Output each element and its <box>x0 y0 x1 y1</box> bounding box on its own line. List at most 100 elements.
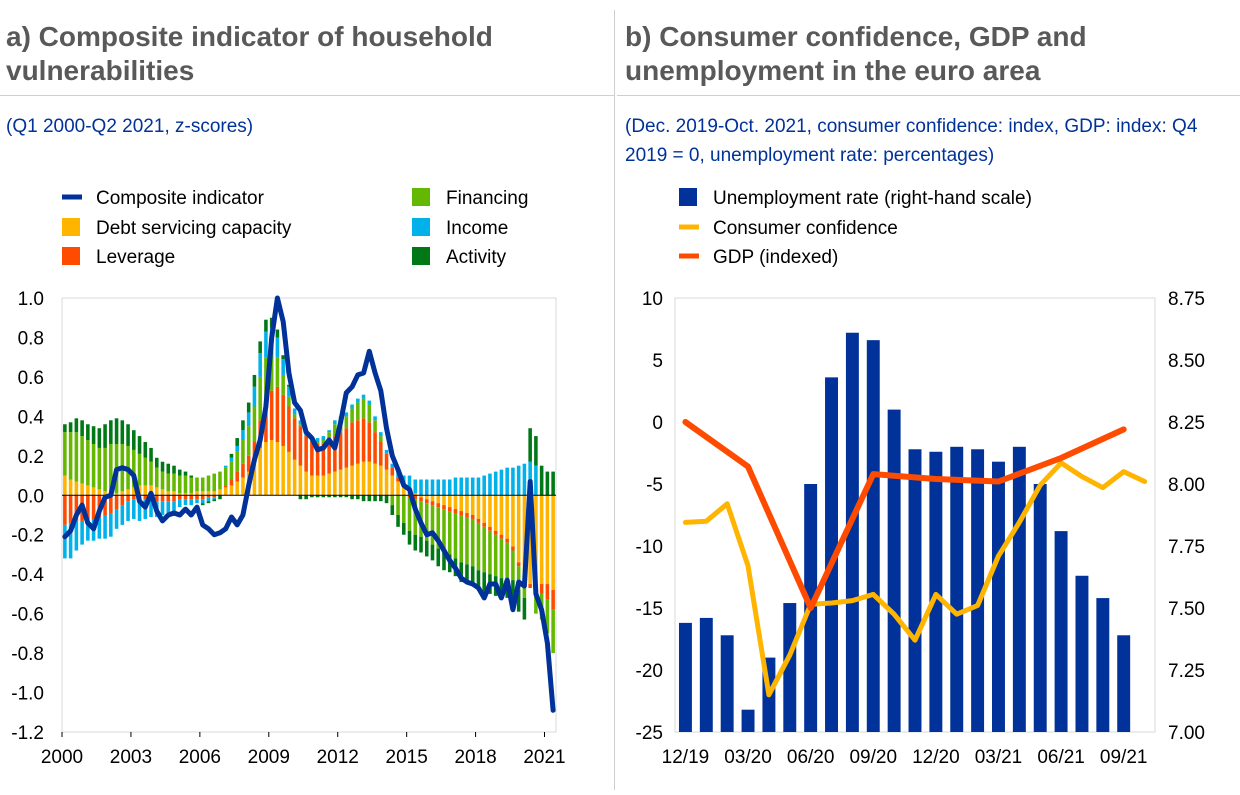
bar-segment-income <box>356 398 360 403</box>
x-tick-label-b: 06/21 <box>1037 747 1085 768</box>
bar-segment-income <box>189 499 194 506</box>
bar-segment-activity <box>149 447 153 462</box>
chart-a: Composite indicator Debt servicing capaci… <box>11 188 566 768</box>
bar-segment-debt-servicing-capacity <box>281 445 285 496</box>
bar-segment-income <box>465 477 469 496</box>
bar-segment-debt-servicing-capacity <box>465 495 469 514</box>
bar-segment-leverage <box>511 546 515 551</box>
y-tick-label-left: -5 <box>646 475 663 496</box>
bar-segment-debt-servicing-capacity <box>149 485 153 496</box>
unemployment-bar <box>783 603 797 732</box>
bar-segment-income <box>407 475 412 490</box>
bar-segment-financing <box>218 471 222 490</box>
bar-segment-debt-servicing-capacity <box>442 495 446 506</box>
composite-indicator-line <box>62 295 556 713</box>
bar-segment-financing <box>189 477 194 494</box>
bar-segment-leverage <box>442 505 446 510</box>
bar-segment-debt-servicing-capacity <box>304 471 308 496</box>
bar-segment-leverage <box>109 495 113 514</box>
bar-segment-debt-servicing-capacity <box>212 491 217 496</box>
bar-segment-leverage <box>379 442 383 466</box>
bar-segment-activity <box>264 319 268 332</box>
bar-segment-financing <box>327 432 331 441</box>
bar-segment-leverage <box>68 495 73 523</box>
x-tick-label-a: 2015 <box>386 747 428 768</box>
bar-segment-financing <box>246 426 251 456</box>
bar-segment-leverage <box>327 440 331 474</box>
bar-segment-income <box>206 497 211 502</box>
bar-segment-activity <box>424 540 429 557</box>
bar-segment-debt-servicing-capacity <box>298 465 303 496</box>
bar-segment-activity <box>551 471 555 496</box>
bar-segment-activity <box>229 453 234 458</box>
bar-segment-income <box>321 436 326 441</box>
bar-segment-debt-servicing-capacity <box>143 485 148 496</box>
bar-segment-financing <box>269 351 274 391</box>
y-tick-label-right: 7.50 <box>1168 599 1205 620</box>
bar-segment-debt-servicing-capacity <box>252 461 257 496</box>
bar-segment-debt-servicing-capacity <box>539 495 544 585</box>
bar-segment-financing <box>172 473 176 492</box>
bar-segment-leverage <box>447 507 452 512</box>
bar-segment-debt-servicing-capacity <box>470 495 475 515</box>
bar-segment-income <box>109 513 113 537</box>
bar-segment-activity <box>361 495 366 502</box>
bar-segment-income <box>160 501 165 515</box>
x-tick-label-b: 09/21 <box>1100 747 1148 768</box>
bar-segment-activity <box>137 436 142 454</box>
bar-segment-activity <box>539 465 544 496</box>
bar-segment-leverage <box>488 526 492 531</box>
bar-segment-leverage <box>126 495 130 502</box>
bar-segment-income <box>430 479 435 496</box>
bar-segment-income <box>126 501 130 521</box>
bar-segment-leverage <box>356 420 360 464</box>
y-tick-label-right: 8.25 <box>1168 413 1205 434</box>
bar-segment-leverage <box>172 495 176 502</box>
bar-segment-debt-servicing-capacity <box>264 442 268 496</box>
bar-segment-financing <box>281 374 285 395</box>
bar-segment-debt-servicing-capacity <box>453 495 458 510</box>
bar-segment-leverage <box>269 390 274 441</box>
bar-segment-leverage <box>470 515 475 519</box>
bar-segment-activity <box>545 471 550 496</box>
bar-segment-leverage <box>212 495 217 498</box>
bar-segment-income <box>298 420 303 425</box>
bar-segment-activity <box>241 420 245 431</box>
bar-segment-financing <box>373 420 377 433</box>
bar-segment-leverage <box>183 495 188 500</box>
bar-segment-income <box>482 475 486 496</box>
bar-segment-income <box>166 501 171 514</box>
bar-segment-leverage <box>396 477 400 482</box>
x-tick-label-a: 2012 <box>317 747 359 768</box>
bar-segment-income <box>287 386 291 397</box>
bar-segment-activity <box>516 589 521 612</box>
bar-segment-debt-servicing-capacity <box>396 481 400 496</box>
bar-segment-financing <box>551 609 555 654</box>
bar-segment-income <box>183 499 188 506</box>
y-tick-label-right: 7.00 <box>1168 723 1205 744</box>
bar-segment-income <box>275 337 280 358</box>
bar-segment-leverage <box>275 386 280 443</box>
bar-segment-activity <box>74 418 79 433</box>
bar-segment-financing <box>74 432 79 482</box>
bar-segment-leverage <box>264 402 268 443</box>
bar-segment-activity <box>218 495 222 500</box>
bar-segment-debt-servicing-capacity <box>120 491 125 496</box>
bar-segment-activity <box>367 495 372 502</box>
bar-segment-leverage <box>333 436 337 472</box>
legend-swatch-box-0 <box>679 188 697 206</box>
bar-segment-financing <box>361 398 366 419</box>
bar-segment-debt-servicing-capacity <box>275 442 280 496</box>
bar-segment-financing <box>177 475 182 494</box>
bar-segment-income <box>350 404 354 409</box>
bar-segment-debt-servicing-capacity <box>126 489 130 496</box>
bar-segment-debt-servicing-capacity <box>424 495 429 500</box>
bar-segment-financing <box>436 507 441 549</box>
bar-segment-debt-servicing-capacity <box>103 491 107 496</box>
bar-segment-debt-servicing-capacity <box>223 487 228 496</box>
bar-segment-debt-servicing-capacity <box>413 493 418 496</box>
bar-segment-debt-servicing-capacity <box>459 495 464 512</box>
unemployment-bar <box>1012 446 1026 732</box>
y-tick-label-a: 0.2 <box>18 447 44 468</box>
bar-segment-leverage <box>465 513 469 517</box>
